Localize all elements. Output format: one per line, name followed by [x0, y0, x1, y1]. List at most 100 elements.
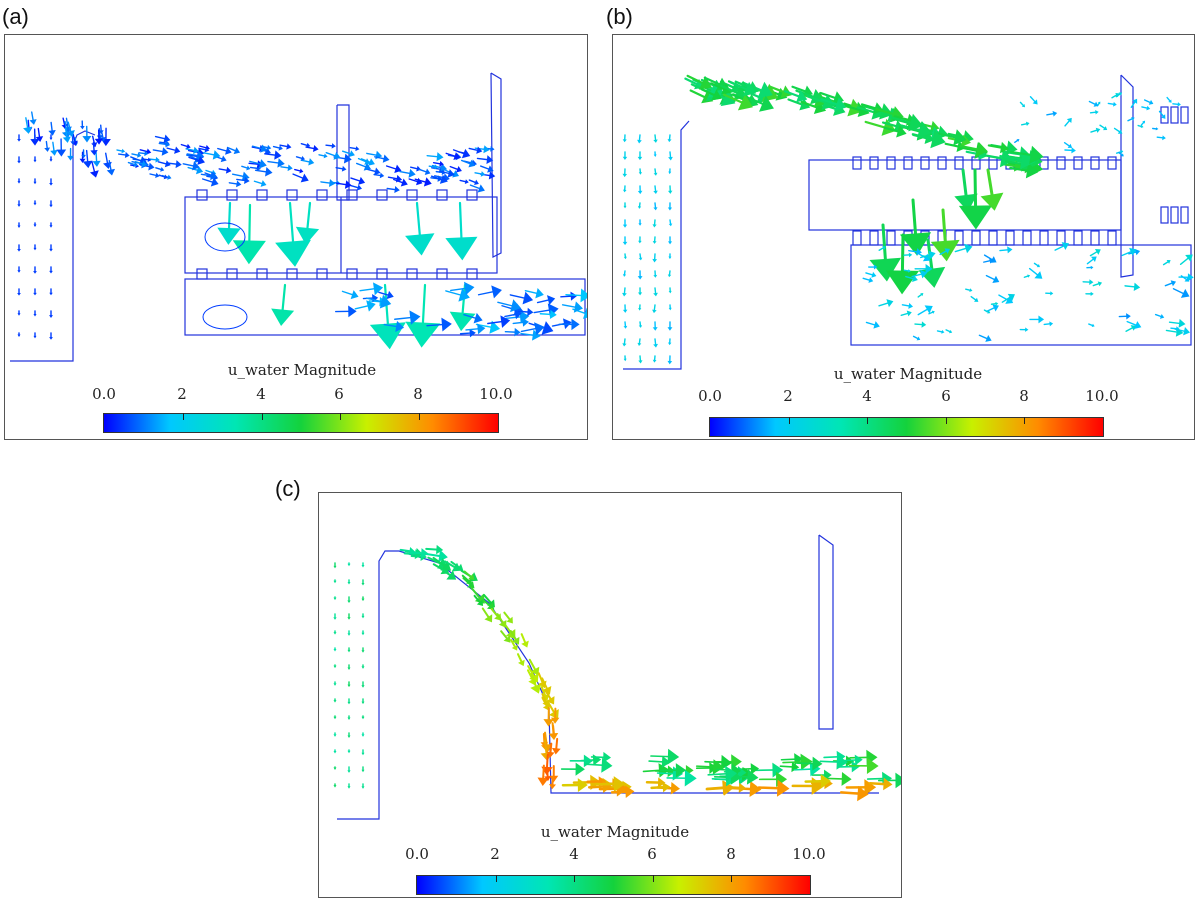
velocity-arrow-head [668, 190, 673, 194]
colorbar-tick-mark [945, 417, 947, 424]
colorbar-tick-mark [340, 413, 342, 420]
velocity-arrow-head [1095, 109, 1099, 115]
velocity-arrow-head [522, 291, 534, 305]
slot-block [1039, 230, 1049, 246]
velocity-arrow-head [638, 360, 643, 364]
velocity-arrow-head [477, 323, 486, 335]
velocity-arrow-head [851, 760, 860, 773]
velocity-arrow-head [974, 297, 979, 302]
velocity-arrow-head [33, 247, 37, 251]
velocity-arrow-head [498, 619, 507, 628]
velocity-arrow-head [1133, 282, 1141, 292]
velocity-arrow-head [1021, 104, 1026, 108]
panel-a-tick-2: 4 [256, 385, 266, 403]
velocity-arrow-head [737, 94, 753, 111]
vortex-indicator [204, 222, 246, 252]
velocity-arrow-head [361, 615, 365, 619]
velocity-arrow-head [537, 777, 549, 786]
velocity-arrow-head [17, 270, 21, 273]
colorbar-tick-mark [652, 875, 654, 882]
velocity-arrow-head [225, 166, 232, 174]
velocity-arrow-head [944, 248, 950, 254]
velocity-arrow-head [49, 137, 53, 141]
velocity-arrow-head [1050, 291, 1054, 296]
colorbar-tick-mark [419, 413, 421, 420]
velocity-arrow-head [1187, 273, 1194, 282]
velocity-arrow-head [896, 125, 907, 138]
velocity-arrow-head [912, 275, 918, 283]
velocity-arrow-head [622, 241, 628, 246]
lower-baffle-box [850, 244, 1192, 346]
velocity-arrow-head [468, 573, 475, 580]
velocity-arrow-head [447, 169, 455, 178]
velocity-arrow-head [637, 139, 642, 144]
velocity-arrow-head [541, 693, 550, 701]
velocity-arrow-head [637, 156, 643, 161]
velocity-arrow-head [1052, 110, 1058, 117]
slot-block [1107, 230, 1117, 246]
velocity-arrow-head [738, 782, 747, 793]
velocity-arrow-head [474, 179, 479, 186]
velocity-arrow-head [637, 190, 643, 195]
velocity-arrow-head [869, 257, 902, 282]
panel-c-tick-4: 8 [726, 845, 736, 863]
velocity-arrow-head [347, 750, 351, 754]
slot-block [988, 230, 998, 246]
velocity-arrow-head [193, 146, 199, 155]
velocity-arrow-head [722, 780, 734, 795]
velocity-arrow-head [476, 599, 484, 607]
velocity-arrow-head [953, 129, 967, 146]
velocity-arrow-head [622, 274, 627, 277]
velocity-arrow-head [164, 160, 171, 168]
velocity-arrow-head [347, 649, 351, 653]
velocity-arrow-head [82, 135, 92, 143]
velocity-arrow-head [847, 98, 863, 117]
velocity-arrow-head [80, 125, 85, 130]
velocity-arrow-head [49, 315, 53, 318]
velocity-arrow-head [652, 309, 657, 314]
velocity-arrow-head [333, 648, 337, 652]
velocity-arrow-head [941, 329, 945, 334]
velocity-arrow-head [985, 335, 992, 342]
velocity-arrow-head [33, 159, 37, 163]
velocity-arrow-head [637, 276, 643, 280]
velocity-arrow-head [210, 177, 219, 187]
slot-block [256, 268, 268, 280]
slot-block [1160, 206, 1169, 224]
velocity-arrow-head [49, 225, 53, 228]
velocity-arrow-head [423, 177, 432, 187]
velocity-arrow-head [1131, 116, 1135, 121]
panel-b-colorbar-title: u_water Magnitude [833, 365, 983, 383]
velocity-arrow-head [550, 717, 560, 724]
velocity-arrow-head [1091, 256, 1097, 262]
velocity-arrow-head [625, 785, 635, 799]
velocity-arrow-head [480, 171, 486, 177]
velocity-arrow-head [361, 582, 365, 586]
velocity-arrow-head [300, 155, 306, 161]
velocity-arrow-head [1005, 295, 1014, 304]
velocity-arrow-head [873, 321, 880, 329]
velocity-arrow-head [580, 288, 587, 303]
velocity-arrow-head [873, 264, 878, 270]
velocity-arrow-head [958, 205, 993, 230]
velocity-arrow-head [225, 146, 232, 155]
slot-block [920, 156, 930, 170]
velocity-arrow-head [668, 223, 673, 227]
velocity-arrow-head [969, 288, 973, 293]
slot-block [226, 189, 238, 201]
velocity-arrow-head [165, 141, 171, 148]
velocity-arrow-head [121, 148, 126, 154]
velocity-arrow-head [363, 162, 371, 171]
velocity-arrow-head [638, 308, 642, 311]
slot-block [1005, 230, 1015, 246]
slot-block [903, 156, 913, 170]
velocity-arrow-head [17, 181, 21, 184]
velocity-arrow-head [358, 176, 366, 185]
velocity-arrow-head [954, 193, 978, 212]
velocity-arrow-head [163, 174, 168, 180]
velocity-arrow-head [1090, 265, 1094, 270]
slot-block [1056, 230, 1066, 246]
velocity-arrow-head [90, 150, 98, 156]
velocity-arrow-head [48, 129, 56, 136]
velocity-arrow-head [333, 617, 337, 620]
